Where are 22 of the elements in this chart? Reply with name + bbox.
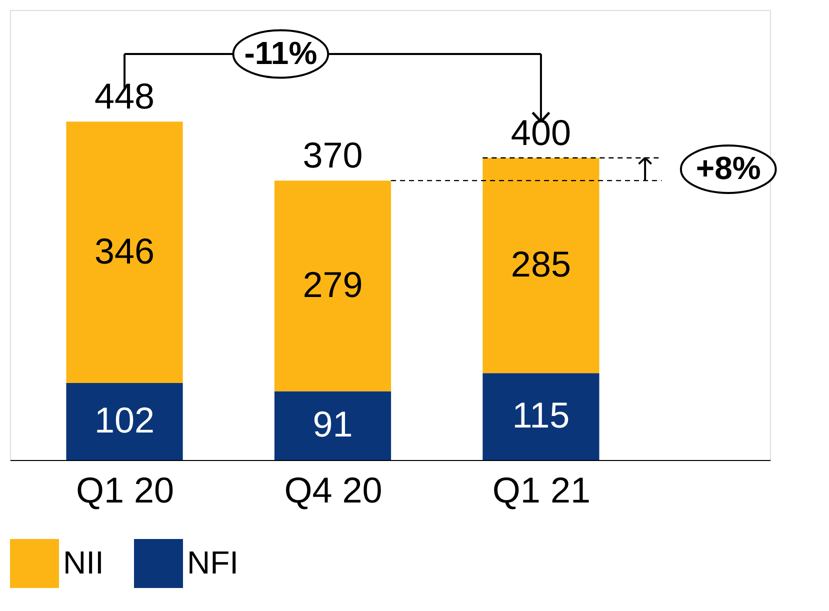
data-label: 115 [512, 394, 570, 436]
bar [482, 158, 600, 374]
bar [482, 373, 600, 460]
data-label: 102 [94, 399, 155, 440]
data-label: 285 [510, 244, 571, 285]
total-label: 400 [510, 112, 571, 153]
bar [274, 391, 392, 460]
legend-label: NII [63, 544, 104, 581]
data-label: 346 [94, 230, 155, 272]
text: -11% [244, 34, 318, 71]
x-tick-label: Q4 20 [284, 470, 382, 510]
data-label: 279 [302, 264, 363, 305]
bar [66, 122, 183, 383]
x-tick-label: Q1 20 [76, 470, 174, 510]
bar [66, 382, 183, 460]
bar [274, 180, 392, 392]
annotation: +8% [696, 150, 761, 186]
legend-label: NFI [187, 544, 239, 581]
x-tick-label: Q1 21 [492, 470, 590, 510]
total-label: 448 [94, 76, 155, 117]
total-label: 370 [302, 134, 363, 176]
data-label: 91 [312, 404, 353, 445]
